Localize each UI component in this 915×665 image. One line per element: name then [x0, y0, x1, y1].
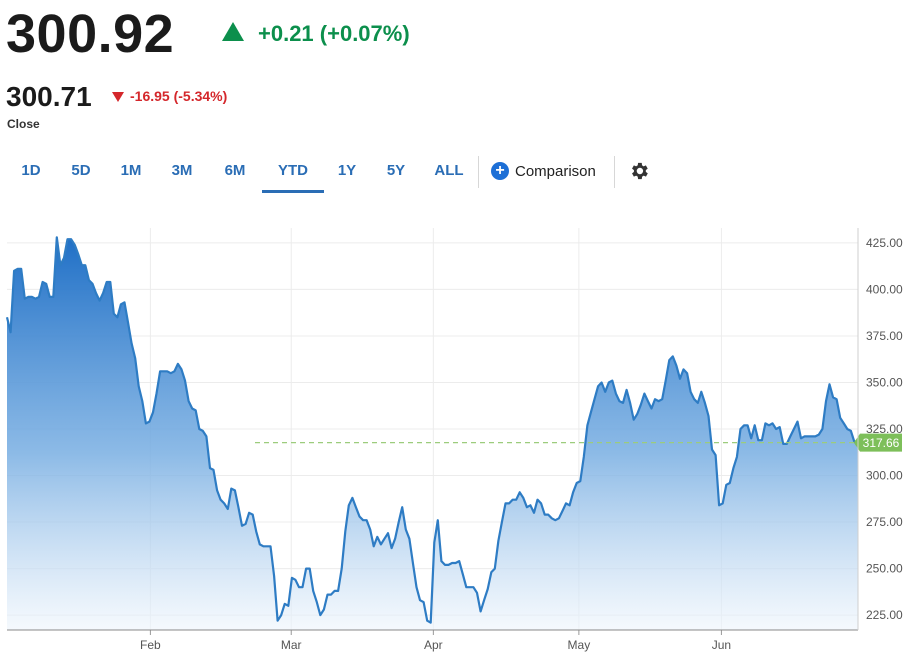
- x-tick-label: Mar: [281, 638, 302, 652]
- divider: [478, 156, 479, 188]
- y-tick-label: 400.00: [866, 282, 903, 296]
- tab-ytd[interactable]: YTD: [262, 152, 324, 193]
- close-label: Close: [7, 117, 40, 131]
- y-tick-label: 350.00: [866, 375, 903, 389]
- close-price: 300.71: [6, 81, 92, 112]
- comparison-button[interactable]: + Comparison: [491, 160, 596, 182]
- divider: [614, 156, 615, 188]
- tab-5d[interactable]: 5D: [71, 162, 91, 179]
- reference-badge-label: 317.66: [863, 436, 900, 450]
- price-change: +0.21 (+0.07%): [258, 21, 410, 46]
- chart-canvas: 317.66 425.00 400.00 375.00 350.00 325.00 300…: [5, 228, 903, 652]
- y-tick-label: 275.00: [866, 515, 903, 529]
- y-tick-label: 375.00: [866, 329, 903, 343]
- tab-1y[interactable]: 1Y: [337, 162, 357, 179]
- price-area: [7, 237, 858, 631]
- tab-1m[interactable]: 1M: [120, 162, 142, 179]
- y-tick-label: 425.00: [866, 236, 903, 250]
- x-tick-label: Feb: [140, 638, 161, 652]
- x-tick-label: Apr: [424, 638, 443, 652]
- tab-5y[interactable]: 5Y: [386, 162, 406, 179]
- comparison-label: Comparison: [515, 162, 596, 180]
- price-line: [5, 236, 859, 624]
- up-arrow-icon: [222, 22, 244, 41]
- y-tick-label: 325.00: [866, 422, 903, 436]
- y-tick-label: 300.00: [866, 469, 903, 483]
- tab-1d[interactable]: 1D: [21, 162, 41, 179]
- y-tick-label: 225.00: [866, 608, 903, 622]
- price-chart[interactable]: 317.66 425.00 400.00 375.00 350.00 325.00 300…: [0, 222, 915, 665]
- last-price: 300.92: [6, 4, 175, 64]
- x-tick-label: Jun: [712, 638, 731, 652]
- down-arrow-icon: [112, 92, 124, 102]
- plus-icon: +: [491, 162, 509, 180]
- reference-badge: [854, 433, 902, 452]
- tab-6m[interactable]: 6M: [224, 162, 246, 179]
- y-tick-label: 250.00: [866, 562, 903, 576]
- x-tick-label: May: [568, 638, 591, 652]
- tab-all[interactable]: ALL: [434, 162, 464, 179]
- close-change: -16.95 (-5.34%): [130, 88, 228, 104]
- tab-3m[interactable]: 3M: [171, 162, 193, 179]
- gear-icon[interactable]: [628, 160, 650, 182]
